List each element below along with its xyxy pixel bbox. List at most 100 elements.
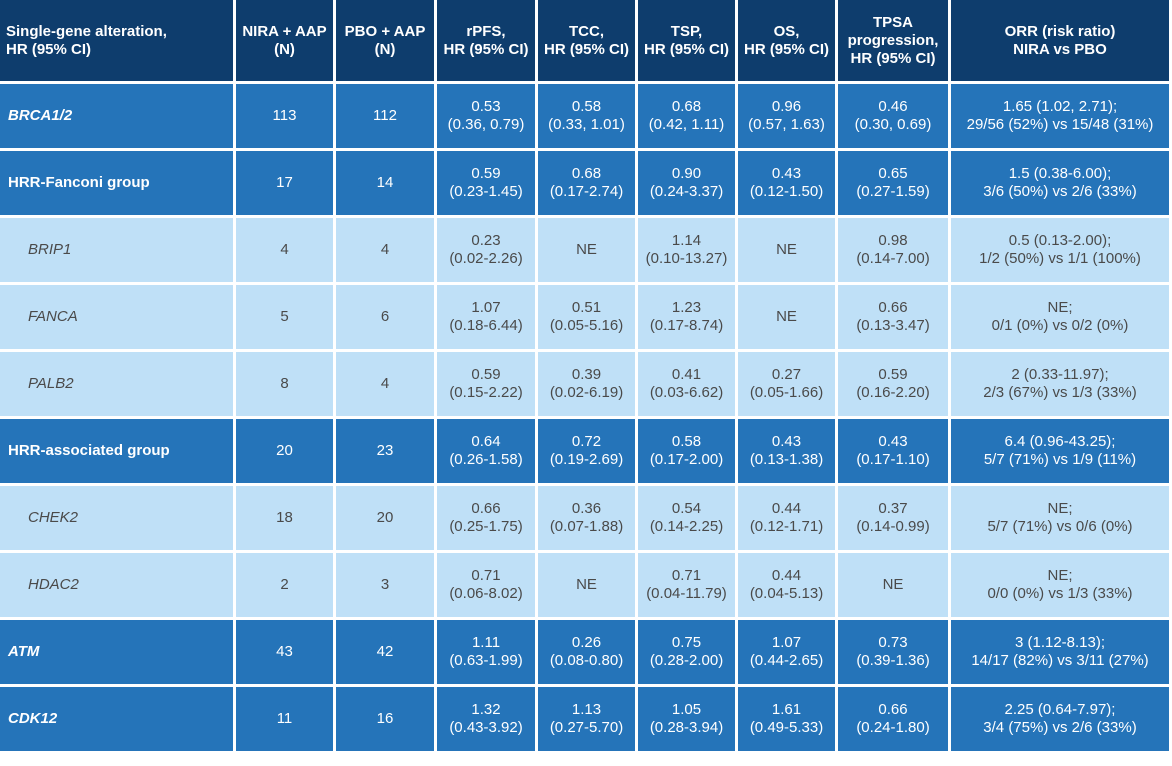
gene-name: CHEK2	[0, 486, 233, 550]
os-value: (0.57, 1.63)	[748, 116, 825, 133]
tcc-value: (0.27-5.70)	[549, 719, 624, 736]
tsp-value: 0.90	[671, 165, 702, 182]
orr-value: 1/2 (50%) vs 1/1 (100%)	[979, 250, 1141, 267]
table-row: BRCA1/2 113 112 0.53 (0.36, 0.79) 0.58 (0.33, …	[0, 84, 1169, 148]
orr-value: 2/3 (67%) vs 1/3 (33%)	[983, 384, 1137, 401]
os-cell: 1.61 (0.49-5.33)	[738, 687, 835, 751]
orr-value: 3/4 (75%) vs 2/6 (33%)	[983, 719, 1137, 736]
os-value: 0.43	[771, 165, 802, 182]
table-row: BRIP1 4 4 0.23 (0.02-2.26) NE 1.14 (0.10-13.27)…	[0, 218, 1169, 282]
header-text: PBO + AAP	[344, 22, 426, 40]
tsp-value: (0.04-11.79)	[646, 585, 727, 602]
header-text: TCC,	[569, 22, 604, 40]
tpsa-value: (0.30, 0.69)	[854, 116, 932, 133]
header-text: (N)	[274, 40, 295, 58]
header-text: HR (95% CI)	[6, 40, 92, 58]
rpfs-value: (0.02-2.26)	[449, 250, 523, 267]
header-text: ORR (risk ratio)	[1004, 22, 1116, 40]
os-value: NE	[776, 308, 797, 325]
table-row: FANCA 5 6 1.07 (0.18-6.44) 0.51 (0.05-5.16) 1.2…	[0, 285, 1169, 349]
pbo-count: 42	[336, 620, 434, 684]
os-cell: 0.44 (0.12-1.71)	[738, 486, 835, 550]
header-text: OS,	[773, 22, 800, 40]
rpfs-cell: 0.53 (0.36, 0.79)	[437, 84, 535, 148]
header-tpsa: TPSA progression, HR (95% CI)	[838, 0, 948, 81]
tpsa-cell: 0.73 (0.39-1.36)	[838, 620, 948, 684]
rpfs-value: (0.23-1.45)	[449, 183, 523, 200]
os-cell: 0.43 (0.12-1.50)	[738, 151, 835, 215]
orr-value: 6.4 (0.96-43.25);	[1004, 433, 1116, 450]
rpfs-value: 0.59	[471, 165, 501, 182]
rpfs-cell: 0.71 (0.06-8.02)	[437, 553, 535, 617]
tcc-value: 0.58	[571, 98, 602, 115]
tsp-cell: 1.14 (0.10-13.27)	[638, 218, 735, 282]
orr-value: 14/17 (82%) vs 3/11 (27%)	[971, 652, 1149, 669]
os-cell: NE	[738, 218, 835, 282]
tcc-value: 0.39	[571, 366, 602, 383]
orr-value: NE;	[1047, 299, 1073, 316]
orr-value: 3 (1.12-8.13);	[1014, 634, 1106, 651]
table-row: HRR-associated group 20 23 0.64 (0.26-1.58) 0…	[0, 419, 1169, 483]
os-value: 1.61	[771, 701, 802, 718]
nira-count: 8	[236, 352, 333, 416]
tpsa-value: 0.43	[878, 433, 908, 450]
tsp-value: (0.17-8.74)	[649, 317, 724, 334]
tsp-cell: 1.05 (0.28-3.94)	[638, 687, 735, 751]
gene-name: PALB2	[0, 352, 233, 416]
orr-cell: 1.65 (1.02, 2.71); 29/56 (52%) vs 15/48 (…	[951, 84, 1169, 148]
os-value: 0.44	[771, 500, 802, 517]
tsp-value: (0.28-3.94)	[649, 719, 724, 736]
header-rpfs: rPFS, HR (95% CI)	[437, 0, 535, 81]
header-tcc: TCC, HR (95% CI)	[538, 0, 635, 81]
rpfs-cell: 1.07 (0.18-6.44)	[437, 285, 535, 349]
header-text: HR (95% CI)	[443, 40, 529, 58]
orr-value: 0/0 (0%) vs 1/3 (33%)	[987, 585, 1133, 602]
tpsa-value: 0.37	[878, 500, 908, 517]
tcc-value: NE	[576, 241, 597, 258]
rpfs-value: (0.25-1.75)	[449, 518, 523, 535]
tcc-value: NE	[576, 576, 597, 593]
rpfs-cell: 0.59 (0.23-1.45)	[437, 151, 535, 215]
header-text: HR (95% CI)	[543, 40, 629, 58]
tcc-value: (0.17-2.74)	[549, 183, 624, 200]
orr-value: NE;	[1047, 500, 1073, 517]
os-value: (0.05-1.66)	[749, 384, 824, 401]
orr-value: 2 (0.33-11.97);	[1011, 366, 1109, 383]
header-text: NIRA vs PBO	[1013, 40, 1107, 58]
tcc-value: (0.19-2.69)	[549, 451, 624, 468]
tcc-cell: 0.58 (0.33, 1.01)	[538, 84, 635, 148]
rpfs-value: 0.71	[471, 567, 501, 584]
pbo-count: 4	[336, 218, 434, 282]
tpsa-value: (0.14-7.00)	[856, 250, 930, 267]
orr-cell: NE; 5/7 (71%) vs 0/6 (0%)	[951, 486, 1169, 550]
rpfs-value: 0.23	[471, 232, 501, 249]
header-text: (N)	[374, 40, 396, 58]
header-os: OS, HR (95% CI)	[738, 0, 835, 81]
tsp-value: (0.03-6.62)	[649, 384, 724, 401]
tpsa-value: (0.39-1.36)	[856, 652, 930, 669]
tcc-cell: 0.68 (0.17-2.74)	[538, 151, 635, 215]
os-cell: 0.96 (0.57, 1.63)	[738, 84, 835, 148]
os-value: 0.96	[771, 98, 802, 115]
gene-name: HDAC2	[0, 553, 233, 617]
nira-count: 11	[236, 687, 333, 751]
tpsa-cell: 0.66 (0.13-3.47)	[838, 285, 948, 349]
rpfs-value: 1.32	[471, 701, 501, 718]
orr-value: 5/7 (71%) vs 0/6 (0%)	[987, 518, 1133, 535]
os-cell: NE	[738, 285, 835, 349]
header-text: HR (95% CI)	[643, 40, 729, 58]
pbo-count: 6	[336, 285, 434, 349]
orr-cell: 0.5 (0.13-2.00); 1/2 (50%) vs 1/1 (100%)	[951, 218, 1169, 282]
os-value: (0.12-1.50)	[749, 183, 824, 200]
tcc-value: 0.68	[571, 165, 602, 182]
pbo-count: 23	[336, 419, 434, 483]
tsp-value: 0.68	[671, 98, 702, 115]
tpsa-value: 0.66	[878, 701, 908, 718]
orr-value: 29/56 (52%) vs 15/48 (31%)	[966, 116, 1154, 133]
table-row: CHEK2 18 20 0.66 (0.25-1.75) 0.36 (0.07-1.88) 0…	[0, 486, 1169, 550]
tcc-value: (0.08-0.80)	[549, 652, 624, 669]
rpfs-value: (0.18-6.44)	[449, 317, 523, 334]
nira-count: 4	[236, 218, 333, 282]
tpsa-value: 0.46	[878, 98, 908, 115]
pbo-count: 20	[336, 486, 434, 550]
